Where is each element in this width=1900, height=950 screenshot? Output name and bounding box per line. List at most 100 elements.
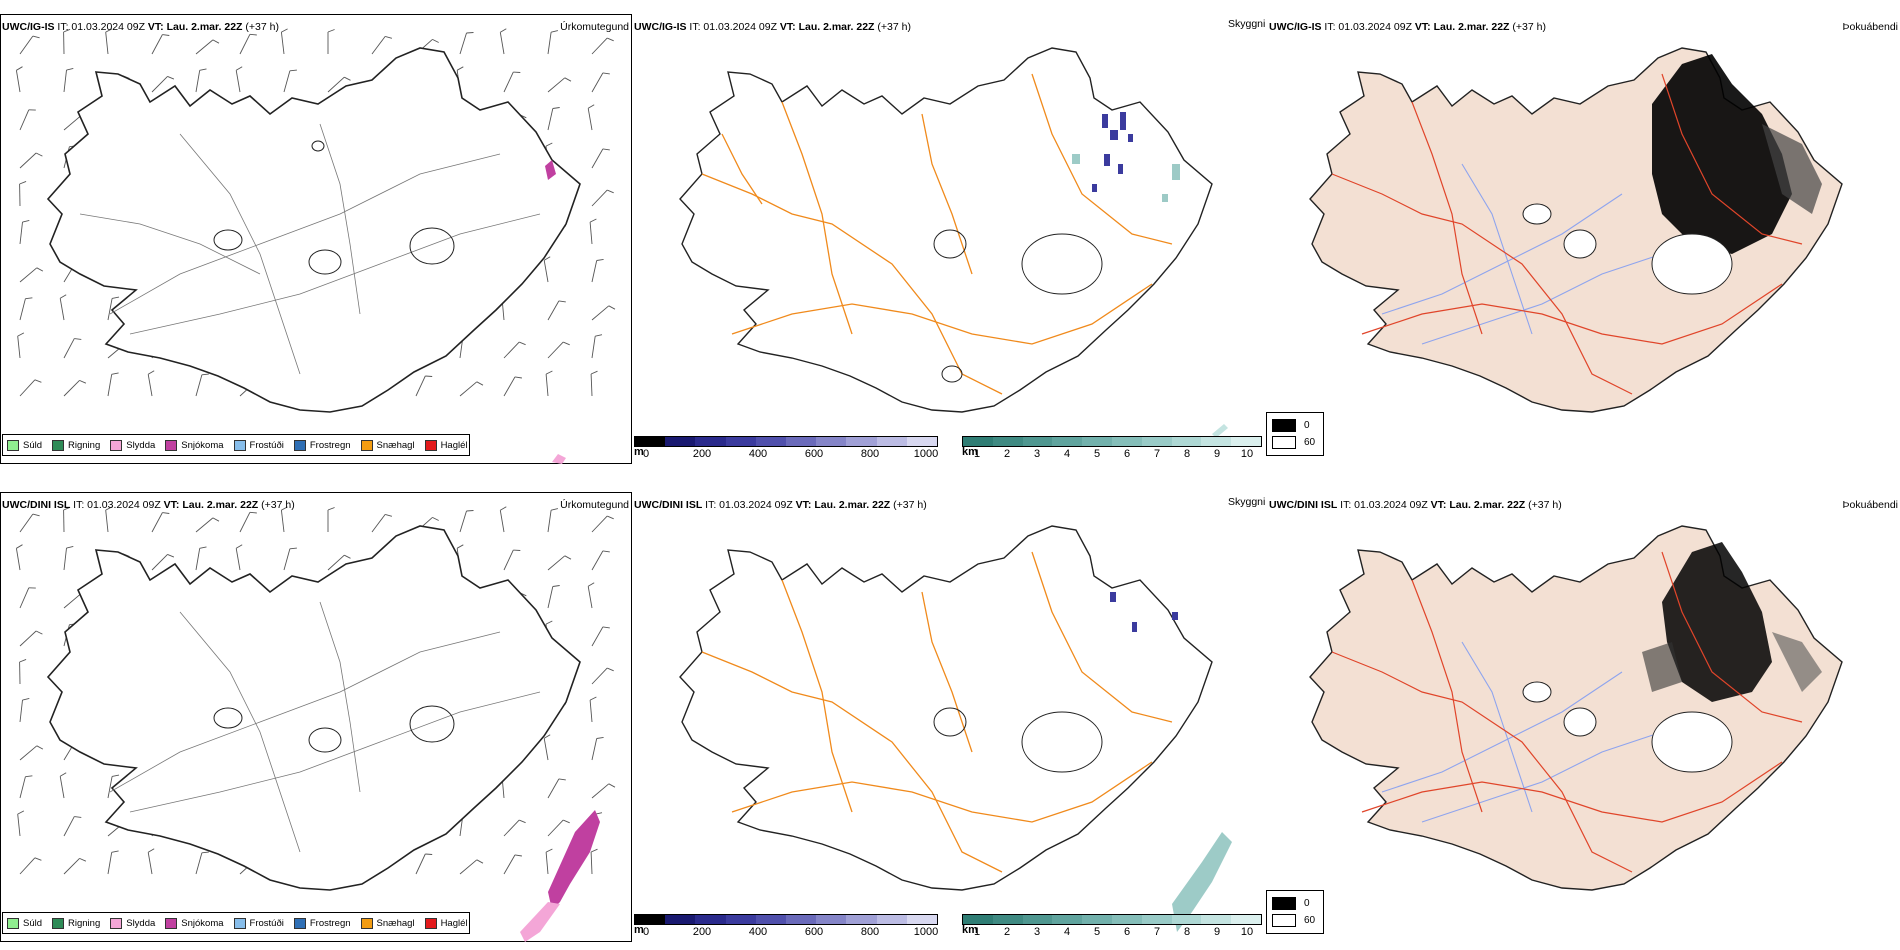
colorbar-swatch	[786, 915, 817, 924]
colorbar-swatch	[695, 915, 726, 924]
colorbar-ticks: 0 200 400 600 800 1000	[634, 447, 938, 461]
wind-barb-flag	[385, 513, 393, 517]
wind-barb	[283, 548, 291, 571]
wind-barb	[107, 298, 113, 321]
wind-barb	[590, 373, 593, 397]
fog-title: Þokuábendi	[1842, 21, 1898, 33]
fog-map-2	[1309, 525, 1843, 891]
colorbar-ticks: 0 200 400 600 800 1000	[634, 925, 938, 939]
wind-barb-flag	[589, 696, 597, 701]
wind-barb	[19, 298, 26, 321]
wind-barb	[105, 510, 109, 533]
wind-barb	[107, 374, 113, 397]
precip-map-frame	[0, 492, 632, 942]
wind-barb	[59, 298, 65, 321]
wind-barb-flag	[63, 28, 71, 33]
precip-map-2	[15, 506, 616, 942]
wind-barb-flag	[22, 697, 30, 701]
colorbar-swatch	[1201, 915, 1232, 924]
legend-item: Snæhagl	[360, 917, 415, 929]
wind-barb	[17, 814, 21, 837]
precip-type-panel-2: UWC/DINI ISL IT: 01.03.2024 09Z VT: Lau.…	[0, 492, 632, 942]
visibility-colorbar: 1 2 3 4 5 6 7 8 9 10 km	[962, 436, 1262, 461]
wind-barb-flag	[147, 848, 155, 853]
wind-barb	[19, 222, 23, 245]
wind-barb	[63, 858, 80, 875]
precip-type-title: Úrkomutegund	[560, 21, 629, 33]
wind-barb-flag	[235, 66, 243, 71]
wind-barb	[63, 115, 82, 131]
wind-barb	[19, 630, 37, 647]
wind-barb-flag	[167, 553, 175, 558]
visibility-title: Skyggni	[1228, 18, 1266, 30]
wind-barb-flag	[199, 68, 207, 71]
fog-legend-row: 60	[1272, 912, 1318, 929]
wind-barb	[371, 514, 386, 533]
wind-barb-flag	[327, 507, 335, 511]
fog-legend-label: 60	[1304, 437, 1316, 448]
wind-barb-flag	[162, 512, 170, 514]
colorbar-tick: 2	[1003, 448, 1011, 460]
legend-label: Snæhagl	[376, 917, 415, 929]
visibility-panel-2: UWC/DINI ISL IT: 01.03.2024 09Z VT: Lau.…	[632, 492, 1265, 942]
wind-barb	[195, 548, 201, 571]
legend-label: Snjókoma	[181, 917, 224, 929]
visibility-panel-1: UWC/IG-IS IT: 01.03.2024 09Z VT: Lau. 2.…	[632, 14, 1266, 464]
colorbar-tick: 6	[1123, 926, 1131, 938]
legend-label: Haglél	[440, 917, 468, 929]
colorbar-swatch	[1082, 915, 1112, 924]
legend-swatch	[52, 439, 65, 451]
wind-barb	[503, 819, 520, 837]
wind-barb	[195, 70, 201, 93]
wind-barb-flag	[16, 544, 23, 549]
wind-barb-flag	[432, 38, 439, 43]
model-name: UWC/IG-IS	[1269, 21, 1322, 33]
fog-legend: 0 60	[1266, 412, 1324, 456]
wind-barb	[547, 778, 560, 799]
wind-barb	[151, 554, 168, 571]
colorbar-tick: 0	[642, 926, 650, 938]
colorbar-tick: 400	[748, 448, 768, 460]
wind-barb	[503, 376, 516, 397]
colorbar-swatch	[786, 437, 817, 446]
precip-map-frame	[0, 14, 632, 464]
legend-label: Slydda	[126, 439, 156, 451]
wind-barb	[547, 77, 566, 93]
colorbar-tick: 800	[860, 926, 880, 938]
legend-swatch	[7, 917, 19, 929]
wind-barb	[19, 700, 23, 723]
fog-legend-swatch	[1272, 436, 1296, 449]
colorbar-swatch	[635, 437, 666, 446]
wind-barb-flag	[36, 267, 44, 272]
valid-time: VT: Lau. 2.mar. 22Z	[1430, 499, 1526, 511]
wind-barb	[63, 593, 82, 609]
precip-type-panel-1: UWC/IG-IS IT: 01.03.2024 09Z VT: Lau. 2.…	[0, 14, 632, 464]
wind-barb	[151, 76, 168, 93]
legend-item: Snæhagl	[360, 439, 415, 451]
lead-time: (+37 h)	[1512, 21, 1546, 33]
lead-time: (+37 h)	[1528, 499, 1562, 511]
wind-barb-flag	[608, 305, 616, 310]
colorbar-swatch	[1111, 915, 1142, 924]
colorbar-swatch	[725, 437, 756, 446]
colorbar-swatch	[1022, 915, 1053, 924]
legend-swatch	[424, 439, 437, 451]
colorbar-swatch	[1111, 437, 1142, 446]
wind-barb-flag	[602, 72, 610, 75]
wind-barb-flag	[201, 851, 209, 854]
legend-label: Haglél	[440, 439, 468, 451]
colorbar-swatch	[963, 915, 993, 924]
wind-barb	[545, 374, 549, 397]
wind-barb-flag	[545, 142, 553, 147]
wind-barb	[280, 32, 285, 55]
model-name: UWC/DINI ISL	[2, 499, 71, 511]
wind-barb	[459, 510, 467, 533]
wind-barb-flag	[344, 76, 351, 81]
colorbar-swatch	[1022, 437, 1053, 446]
wind-barb	[105, 32, 109, 55]
wind-barb-flag	[519, 819, 526, 824]
precip-type-title: Úrkomutegund	[560, 499, 629, 511]
wind-barb	[195, 517, 214, 533]
colorbar-tick: 3	[1033, 448, 1041, 460]
wind-barb	[147, 374, 153, 397]
